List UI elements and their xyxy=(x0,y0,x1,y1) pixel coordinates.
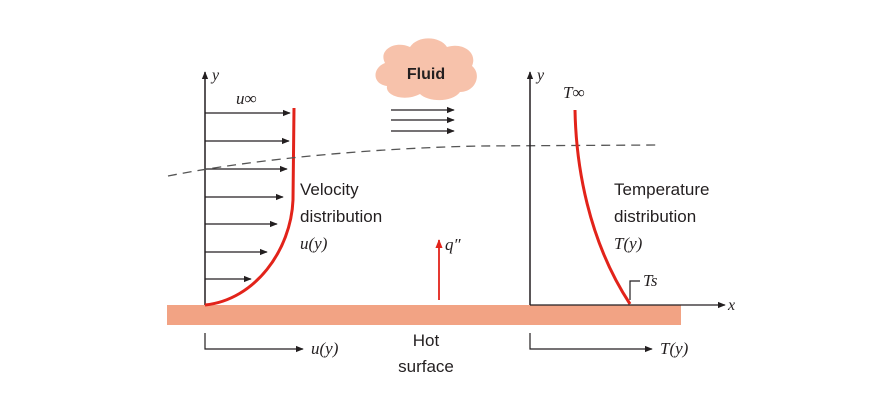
heat-flux-label: q″ xyxy=(445,235,462,254)
velocity-arrows xyxy=(205,109,291,283)
fluid-cloud xyxy=(375,38,477,101)
ts-label: Ts xyxy=(643,271,658,290)
fluid-label: Fluid xyxy=(407,66,445,83)
u-infinity-label: u∞ xyxy=(236,89,257,108)
hot-surface-label-line2: surface xyxy=(398,357,454,376)
temperature-label-line2: distribution xyxy=(614,207,696,226)
hot-surface-plate xyxy=(167,305,681,325)
x-axis-label: x xyxy=(727,297,735,314)
velocity-profile-curve xyxy=(204,107,296,307)
temperature-label-line1: Temperature xyxy=(614,180,709,199)
right-y-label: y xyxy=(535,67,545,84)
hot-surface-label-line1: Hot xyxy=(413,331,440,350)
temperature-profile-curve xyxy=(573,109,632,305)
velocity-label-line1: Velocity xyxy=(300,180,359,199)
bottom-u-label: u(y) xyxy=(311,339,339,358)
bottom-t-label: T(y) xyxy=(660,339,689,358)
velocity-label-line2: distribution xyxy=(300,207,382,226)
t-infinity-label: T∞ xyxy=(563,83,585,102)
bottom-u-axis xyxy=(204,333,304,353)
temperature-function-label: T(y) xyxy=(614,234,643,253)
ts-leader-line xyxy=(629,280,640,300)
boundary-layer-edge xyxy=(167,144,659,177)
bottom-t-axis xyxy=(529,333,653,353)
flow-arrows xyxy=(391,106,455,135)
velocity-function-label: u(y) xyxy=(300,234,328,253)
left-y-label: y xyxy=(210,67,220,84)
